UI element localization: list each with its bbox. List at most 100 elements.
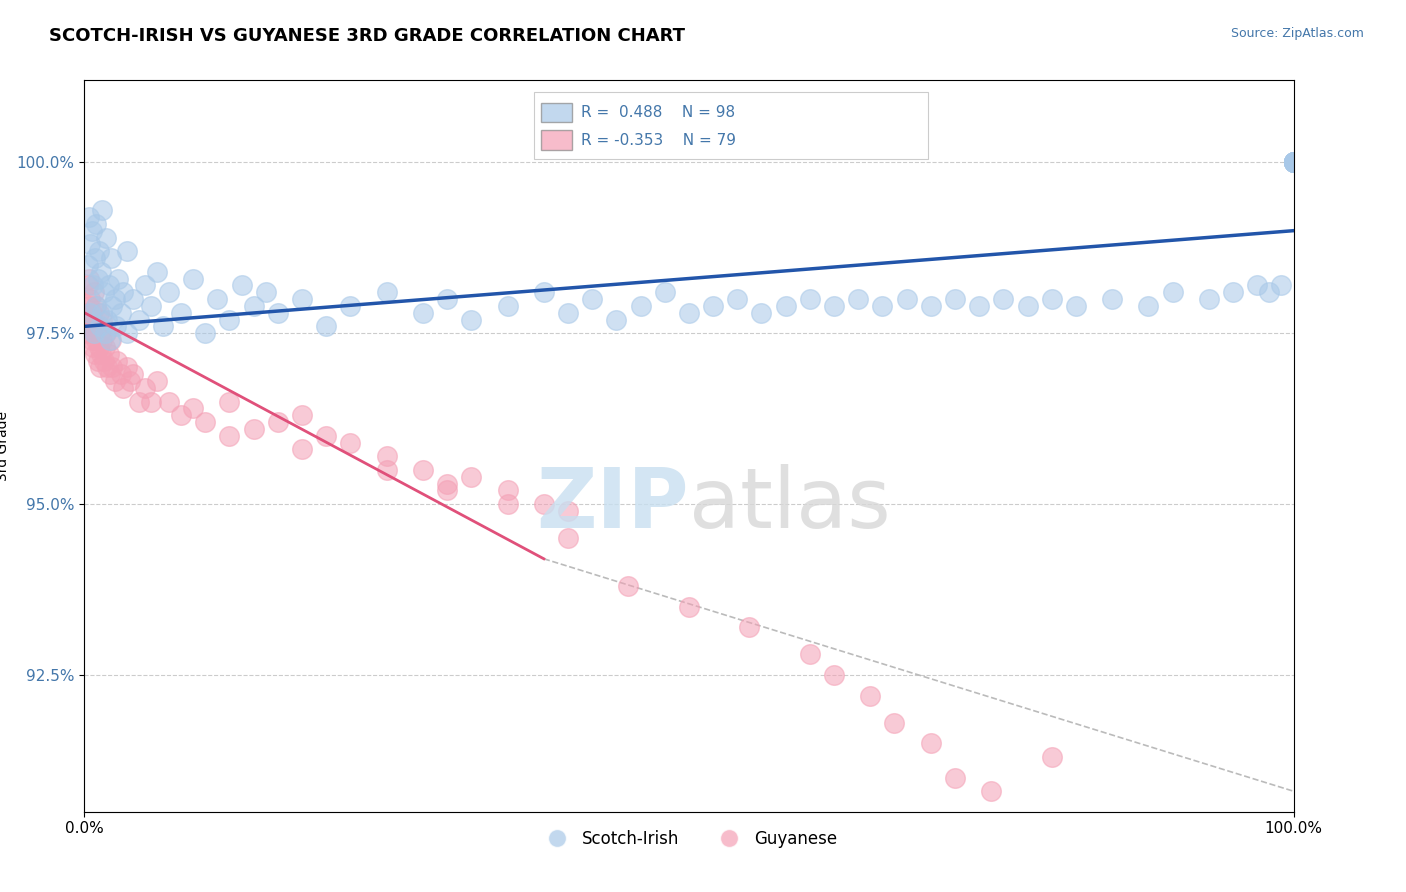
Point: [83, 326, 105, 341]
Point: [94, 326, 117, 341]
Point: [630, 299, 652, 313]
Point: [139, 299, 162, 313]
Point: [581, 292, 603, 306]
Point: [94, 230, 117, 244]
Point: [557, 531, 579, 545]
Point: [1258, 285, 1281, 300]
Point: [157, 285, 180, 300]
Point: [1282, 155, 1305, 169]
Point: [194, 326, 217, 341]
Point: [104, 374, 127, 388]
Point: [86, 319, 108, 334]
Point: [291, 409, 314, 423]
Text: R = -0.353    N = 79: R = -0.353 N = 79: [581, 133, 735, 147]
Point: [80, 306, 103, 320]
Point: [1282, 155, 1305, 169]
Point: [725, 292, 748, 306]
Point: [98, 368, 121, 382]
Point: [77, 299, 100, 313]
Point: [91, 203, 114, 218]
Point: [104, 292, 127, 306]
Point: [115, 360, 138, 375]
Point: [207, 292, 229, 306]
Point: [97, 347, 120, 361]
Point: [872, 299, 894, 313]
Point: [254, 285, 277, 300]
Point: [139, 394, 162, 409]
Point: [533, 285, 555, 300]
Point: [218, 394, 240, 409]
Point: [115, 244, 138, 259]
Point: [1017, 299, 1039, 313]
Point: [738, 620, 761, 634]
Point: [86, 333, 108, 347]
Point: [218, 312, 240, 326]
Point: [134, 278, 156, 293]
Point: [96, 312, 118, 326]
Point: [120, 374, 142, 388]
Point: [339, 435, 361, 450]
Point: [823, 299, 845, 313]
Point: [77, 278, 100, 293]
Point: [436, 292, 458, 306]
Point: [1282, 155, 1305, 169]
Point: [128, 312, 150, 326]
Point: [375, 449, 398, 463]
Point: [678, 306, 700, 320]
Point: [84, 251, 107, 265]
Point: [77, 326, 100, 341]
Point: [89, 319, 111, 334]
Point: [181, 271, 204, 285]
Point: [1137, 299, 1160, 313]
Point: [751, 306, 773, 320]
Point: [91, 312, 114, 326]
Point: [84, 319, 107, 334]
Point: [315, 319, 337, 334]
Point: [76, 306, 98, 320]
Point: [93, 353, 115, 368]
Point: [101, 360, 124, 375]
Point: [86, 271, 108, 285]
Point: [943, 771, 966, 785]
Point: [1282, 155, 1305, 169]
Point: [86, 299, 108, 313]
Point: [181, 401, 204, 416]
Point: [1282, 155, 1305, 169]
Point: [110, 368, 132, 382]
Point: [194, 415, 217, 429]
Point: [1282, 155, 1305, 169]
Point: [79, 237, 101, 252]
Point: [218, 429, 240, 443]
Point: [375, 463, 398, 477]
Point: [94, 340, 117, 354]
Point: [97, 278, 120, 293]
Point: [231, 278, 253, 293]
Point: [146, 374, 169, 388]
Point: [89, 326, 111, 341]
Point: [83, 285, 105, 300]
Point: [291, 442, 314, 457]
Point: [86, 217, 108, 231]
Point: [82, 312, 104, 326]
Point: [375, 285, 398, 300]
Point: [496, 483, 519, 498]
Text: atlas: atlas: [689, 464, 890, 545]
Point: [134, 381, 156, 395]
Point: [121, 292, 143, 306]
Point: [557, 504, 579, 518]
Point: [100, 251, 122, 265]
Text: SCOTCH-IRISH VS GUYANESE 3RD GRADE CORRELATION CHART: SCOTCH-IRISH VS GUYANESE 3RD GRADE CORRE…: [49, 27, 685, 45]
Point: [1282, 155, 1305, 169]
Point: [91, 333, 114, 347]
Point: [702, 299, 724, 313]
Point: [436, 483, 458, 498]
Point: [1161, 285, 1184, 300]
Text: Source: ZipAtlas.com: Source: ZipAtlas.com: [1230, 27, 1364, 40]
Point: [967, 299, 990, 313]
Point: [436, 476, 458, 491]
Point: [242, 299, 264, 313]
Point: [80, 333, 103, 347]
Point: [678, 599, 700, 614]
Point: [920, 299, 942, 313]
Point: [77, 258, 100, 272]
